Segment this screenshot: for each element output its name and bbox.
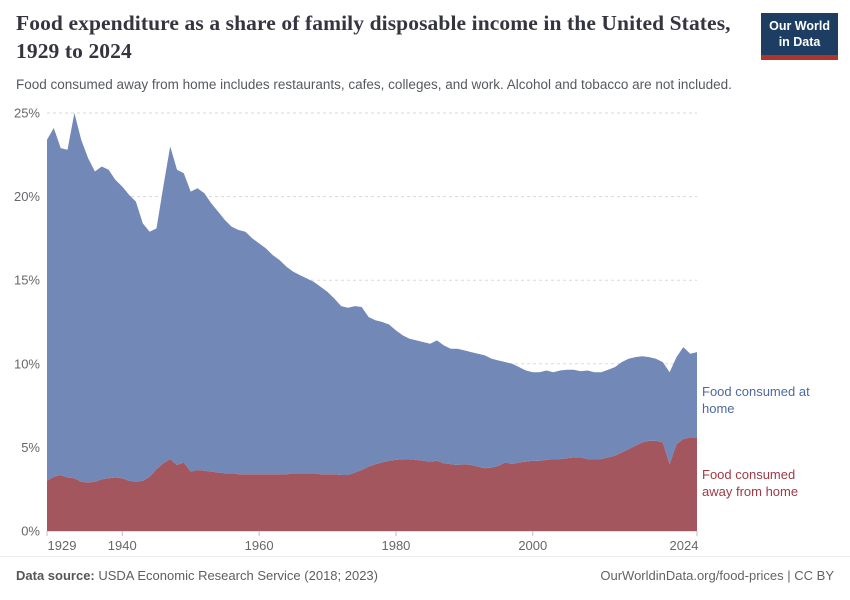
data-source-label: Data source:: [16, 568, 95, 583]
chart-subtitle: Food consumed away from home includes re…: [16, 77, 732, 92]
y-axis-label-25%: 25%: [14, 106, 40, 121]
data-source-value: USDA Economic Research Service (2018; 20…: [94, 568, 378, 583]
data-source: Data source: USDA Economic Research Serv…: [16, 568, 378, 583]
legend-label-food-at-home: Food consumed at home: [702, 384, 810, 416]
x-axis-label-1929: 1929: [48, 538, 77, 553]
x-axis-label-1940: 1940: [108, 538, 137, 553]
owid-credit-link[interactable]: OurWorldinData.org/food-prices | CC BY: [600, 568, 834, 583]
y-axis-label-5%: 5%: [21, 440, 40, 455]
stacked-area-chart[interactable]: 0% 5% 10% 15% 20% 25% 1929 1940 1960 1980 2000 2024: [0, 94, 850, 556]
x-axis-label-2024: 2024: [670, 538, 699, 553]
owid-logo-line2: in Data: [778, 35, 821, 50]
x-axis-label-1980: 1980: [381, 538, 410, 553]
y-axis-label-20%: 20%: [14, 189, 40, 204]
owid-logo[interactable]: Our World in Data: [761, 13, 838, 60]
y-axis-label-15%: 15%: [14, 273, 40, 288]
y-axis-label-0%: 0%: [21, 524, 40, 539]
page-title: Food expenditure as a share of family di…: [16, 11, 731, 63]
legend-label-food-away-from-home: Food consumed away from home: [702, 467, 799, 499]
chart-footer: Data source: USDA Economic Research Serv…: [0, 556, 850, 600]
owid-logo-line1: Our World: [769, 19, 830, 33]
area-food-at-home[interactable]: [47, 113, 697, 483]
y-axis-label-10%: 10%: [14, 356, 40, 371]
x-axis-label-1960: 1960: [245, 538, 274, 553]
x-axis-label-2000: 2000: [518, 538, 547, 553]
